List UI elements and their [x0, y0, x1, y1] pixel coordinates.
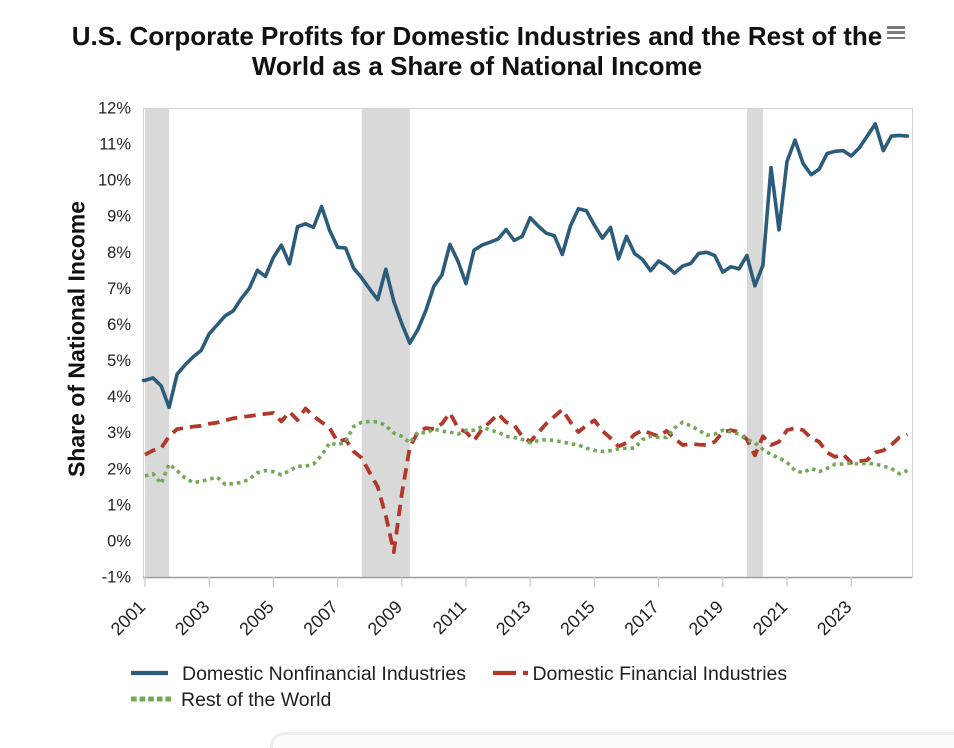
svg-text:6%: 6%: [107, 316, 131, 334]
svg-text:2023: 2023: [813, 597, 855, 639]
svg-text:0%: 0%: [107, 532, 131, 550]
svg-text:10%: 10%: [98, 172, 131, 190]
svg-text:7%: 7%: [107, 280, 131, 298]
svg-text:12%: 12%: [98, 100, 131, 118]
svg-text:11%: 11%: [99, 136, 131, 154]
svg-text:2011: 2011: [429, 597, 471, 639]
svg-text:3%: 3%: [107, 424, 131, 442]
svg-text:2003: 2003: [171, 597, 213, 639]
svg-text:1%: 1%: [107, 496, 131, 514]
svg-text:2019: 2019: [685, 597, 727, 639]
svg-text:2007: 2007: [299, 597, 341, 639]
svg-text:2017: 2017: [620, 597, 662, 639]
svg-text:5%: 5%: [107, 352, 131, 370]
svg-text:4%: 4%: [107, 388, 131, 406]
svg-text:Share of National Income: Share of National Income: [64, 201, 90, 477]
svg-text:2005: 2005: [235, 597, 277, 639]
svg-text:8%: 8%: [107, 244, 131, 262]
svg-text:2015: 2015: [556, 597, 598, 639]
svg-text:9%: 9%: [107, 208, 131, 226]
svg-text:2013: 2013: [492, 597, 534, 639]
svg-text:2009: 2009: [364, 597, 406, 639]
svg-text:2001: 2001: [107, 597, 149, 639]
svg-text:2%: 2%: [107, 460, 131, 478]
svg-text:2021: 2021: [749, 597, 791, 639]
svg-text:-1%: -1%: [102, 569, 132, 587]
